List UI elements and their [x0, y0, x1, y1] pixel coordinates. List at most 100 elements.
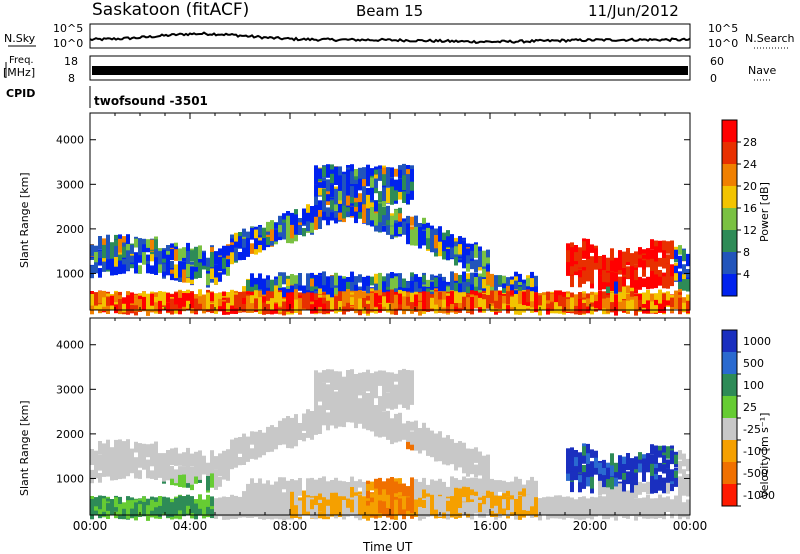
station-title: Saskatoon (fitACF) [92, 0, 250, 20]
velocity-cell [130, 504, 134, 513]
nave-tick-low: 0 [710, 72, 717, 85]
power-cell [402, 163, 406, 176]
power-cell [670, 245, 674, 260]
power-cell [318, 216, 322, 229]
power-cell [378, 199, 382, 211]
velocity-cell [398, 421, 402, 435]
power-cell [446, 236, 450, 247]
velocity-cell [402, 383, 406, 396]
power-cell [678, 255, 682, 268]
velocity-cell [162, 457, 166, 471]
power-cell [610, 248, 614, 263]
velocity-cell [290, 479, 294, 490]
velocity-cell [306, 483, 310, 496]
velocity-cell [210, 457, 214, 468]
velocity-cell [226, 507, 230, 517]
power-cell [398, 300, 402, 309]
velocity-cell [162, 496, 166, 511]
freq-label-line1: Freq. [9, 55, 34, 66]
velocity-cell [166, 450, 170, 463]
velocity-cell [390, 390, 394, 400]
power-cell [290, 286, 294, 295]
velocity-cell [294, 497, 298, 505]
power-cell [374, 205, 378, 219]
power-cell [106, 303, 110, 314]
freq-tick-high: 18 [64, 55, 78, 68]
velocity-cell [342, 500, 346, 512]
power-cell [322, 198, 326, 212]
velocity-cell [370, 481, 374, 491]
power-cell [362, 195, 366, 204]
power-cell [398, 179, 402, 192]
power-cell [174, 293, 178, 305]
power-cell [586, 298, 590, 307]
power-cell [362, 190, 366, 198]
power-cell [602, 254, 606, 269]
power-cell [314, 176, 318, 185]
power-cell [686, 300, 690, 312]
velocity-cell [394, 373, 398, 382]
power-cell [338, 166, 342, 180]
power-cell [674, 265, 678, 275]
velocity-cell [126, 455, 130, 468]
velocity-cell [370, 502, 374, 515]
power-cell [574, 264, 578, 272]
power-cell [314, 216, 318, 230]
velocity-cell [274, 508, 278, 519]
power-cell [418, 276, 422, 289]
power-cell [210, 257, 214, 268]
power-cell [502, 301, 506, 311]
power-cell [426, 227, 430, 239]
power-cell [318, 200, 322, 210]
power-cell [130, 299, 134, 308]
power-cell [294, 280, 298, 291]
power-cell [134, 252, 138, 260]
power-cell [186, 300, 190, 309]
power-cell [622, 262, 626, 275]
velocity-cell [138, 455, 142, 468]
velocity-cell [318, 508, 322, 518]
power-cell [382, 215, 386, 225]
nsky-tick-high: 10^5 [53, 22, 84, 35]
power-cell [682, 279, 686, 291]
power-cell [614, 294, 618, 307]
velocity-cell [362, 395, 366, 403]
power-cell [402, 221, 406, 235]
velocity-cell [366, 500, 370, 509]
power-cell [414, 228, 418, 242]
power-cell [274, 229, 278, 242]
power-cell [338, 181, 342, 191]
velocity-cell [234, 452, 238, 467]
power-cell [350, 297, 354, 306]
power-cell [138, 265, 142, 274]
power-cell [486, 249, 490, 258]
power-cell [238, 236, 242, 245]
power-cell [154, 243, 158, 258]
velocity-cell [146, 468, 150, 477]
velocity-cell [254, 503, 258, 514]
velocity-cell [154, 461, 158, 474]
power-cell [566, 258, 570, 269]
y-tick-label: 4000 [56, 134, 84, 147]
cpid-value: twofsound -3501 [94, 94, 208, 108]
power-cell [194, 256, 198, 267]
power-cell [362, 204, 366, 212]
power-cell [306, 294, 310, 307]
velocity-cell [298, 503, 302, 517]
power-cell [438, 241, 442, 254]
power-cell [270, 229, 274, 241]
power-cell [366, 285, 370, 294]
power-cell [398, 213, 402, 222]
velocity-cell [206, 463, 210, 472]
velocity-cell [258, 502, 262, 510]
velocity-cell [150, 459, 154, 467]
power-cell [606, 302, 610, 314]
velocity-cell [218, 453, 222, 461]
power-cell [450, 247, 454, 256]
power-cell [226, 302, 230, 312]
power-cell [434, 228, 438, 237]
power-cell [162, 291, 166, 306]
velocity-cell [346, 387, 350, 401]
power-cell [126, 243, 130, 257]
power-heatmap-cells [90, 163, 690, 316]
